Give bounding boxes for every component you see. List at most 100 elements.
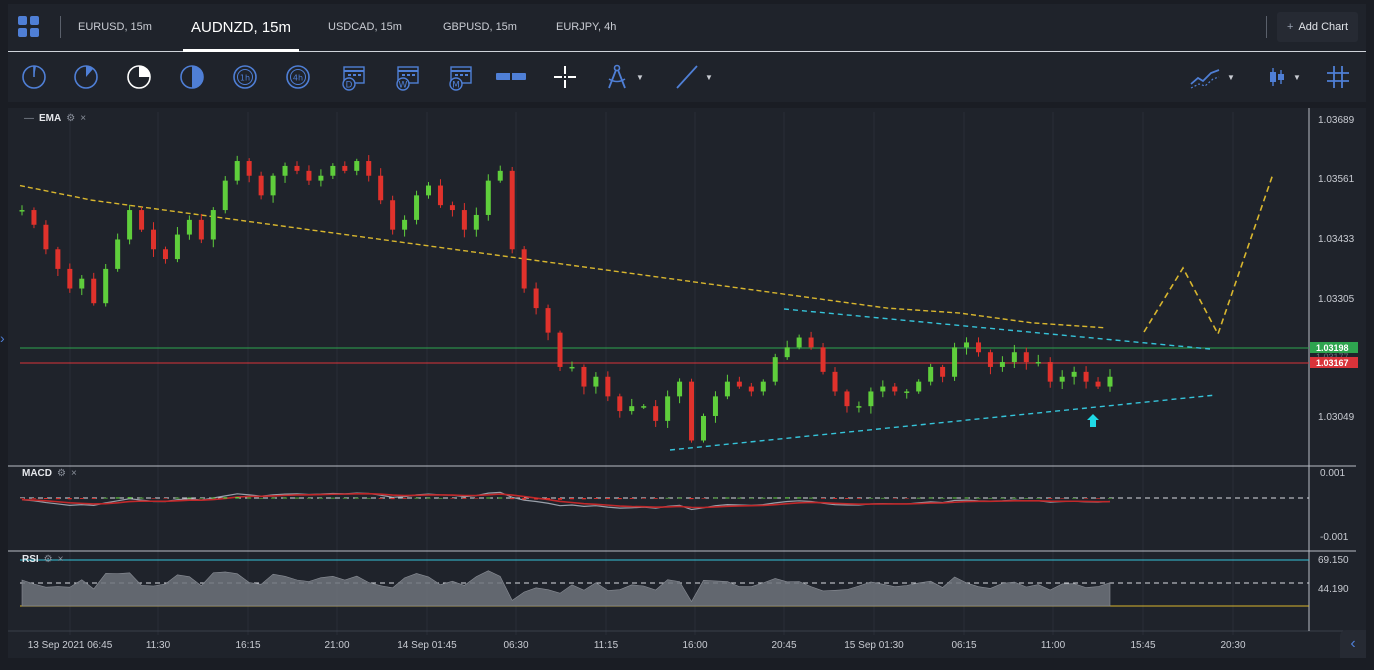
tab-gbpusd[interactable]: GBPUSD, 15m [443,21,517,33]
macd-histogram-bar [103,497,108,499]
candle-body [497,170,503,181]
macd-histogram-bar [1108,497,1112,499]
tab-eurjpy[interactable]: EURJPY, 4h [556,21,617,33]
plus-icon: + [1287,21,1294,33]
macd-histogram-bar [641,498,646,499]
candle-body [784,347,790,358]
chevron-down-icon[interactable]: ▼ [636,72,644,82]
timeframe-5m-icon[interactable] [72,61,100,93]
price-chart[interactable]: 13 Sep 2021 06:45 11:30 16:15 21:00 14 Sep 0… [8,108,1366,658]
tab-audnzd[interactable]: AUDNZD, 15m [183,4,300,52]
candle-body [485,180,491,215]
collapse-icon[interactable]: — [24,113,34,124]
range-icon[interactable] [494,61,528,93]
candle-body [55,249,61,269]
trendline-icon[interactable]: ▼ [670,61,718,93]
candle-body [868,391,874,407]
candle-body [880,386,886,392]
drawing-compass-icon[interactable]: ▼ [600,61,648,93]
layout-grid-icon[interactable] [18,16,40,38]
grid-icon[interactable] [1324,61,1352,93]
candle-body [832,371,838,392]
macd-histogram-bar [67,498,72,500]
settings-gear-icon[interactable]: ⚙ [66,113,76,124]
macd-histogram-bar [115,497,120,499]
svg-text:D: D [346,81,353,91]
macd-label: MACD [22,468,52,479]
macd-histogram-bar [856,498,861,499]
chevron-down-icon[interactable]: ▼ [1227,72,1235,82]
candle-body [139,210,145,230]
timeframe-30m-icon[interactable] [178,61,206,93]
time-tick-label: 11:15 [594,640,619,651]
macd-histogram-bar [79,498,84,499]
candle-body [342,165,348,171]
macd-histogram-bar [677,497,682,499]
candle-body [378,175,384,201]
price-badge-green [1310,342,1358,353]
candle-body [437,185,443,206]
settings-gear-icon[interactable]: ⚙ [43,554,53,565]
price-badge-red [1310,357,1358,368]
chevron-down-icon[interactable]: ▼ [1293,72,1301,82]
price-tick-label: 1.03433 [1318,234,1355,245]
candle-body [402,219,408,230]
macd-histogram-bar [880,497,885,499]
crosshair-icon[interactable] [552,61,578,93]
svg-text:1h: 1h [240,74,250,83]
candle-body [1071,371,1077,377]
macd-histogram-bar [378,498,383,499]
macd-histogram-bar [486,497,491,499]
tab-usdcad[interactable]: USDCAD, 15m [328,21,402,33]
candle-body [964,342,970,348]
candle-body [724,381,730,397]
candle-body [844,391,850,407]
candle-body [940,366,946,377]
candle-body [426,185,432,196]
macd-histogram-bar [868,497,873,499]
candle-body [629,406,635,412]
timeframe-4h-icon[interactable]: 4h [284,61,312,93]
rsi-indicator-label: RSI ⚙ × [22,554,63,565]
candle-body [605,376,611,397]
add-chart-label: Add Chart [1298,21,1348,33]
candle-body [509,170,515,250]
macd-histogram-bar [390,498,395,500]
timeframe-1m-icon[interactable] [20,61,48,93]
timeframe-1h-icon[interactable]: 1h [231,61,259,93]
divider [1266,16,1267,38]
macd-histogram-bar [797,497,802,499]
rsi-tick-label: 44.190 [1318,584,1349,595]
settings-gear-icon[interactable]: ⚙ [57,468,66,479]
add-chart-button[interactable]: + Add Chart [1277,12,1358,42]
timeframe-weekly-icon[interactable]: W [392,61,422,93]
tab-eurusd[interactable]: EURUSD, 15m [78,21,152,33]
timeframe-monthly-icon[interactable]: M [445,61,475,93]
candlestick-type-icon[interactable]: ▼ [1262,61,1306,93]
time-tick-label: 20:45 [771,640,796,651]
close-icon[interactable]: × [57,554,64,565]
candle-body [736,381,742,387]
candle-body [115,239,121,269]
macd-histogram-bar [474,498,479,499]
chevron-down-icon[interactable]: ▼ [705,72,713,82]
chevron-right-icon[interactable]: › [0,330,5,346]
candle-body [234,161,240,181]
macd-histogram-bar [593,498,598,499]
candle-body [449,205,455,211]
chevron-left-icon[interactable]: ‹ [1340,630,1366,658]
indicators-icon[interactable]: ▼ [1186,61,1238,93]
macd-histogram-bar [259,497,264,499]
close-icon[interactable]: × [70,468,77,479]
candle-body [414,195,420,220]
chart-panel[interactable]: 13 Sep 2021 06:45 11:30 16:15 21:00 14 Sep 0… [8,108,1366,658]
macd-histogram-bar [833,498,838,499]
close-icon[interactable]: × [80,113,87,124]
price-tick-label: 1.03305 [1318,294,1355,305]
timeframe-daily-icon[interactable]: D [338,61,368,93]
rsi-area [21,570,1111,607]
divider [60,16,61,38]
timeframe-15m-icon[interactable] [125,61,153,93]
candle-body [712,396,718,416]
macd-histogram-bar [629,498,634,499]
